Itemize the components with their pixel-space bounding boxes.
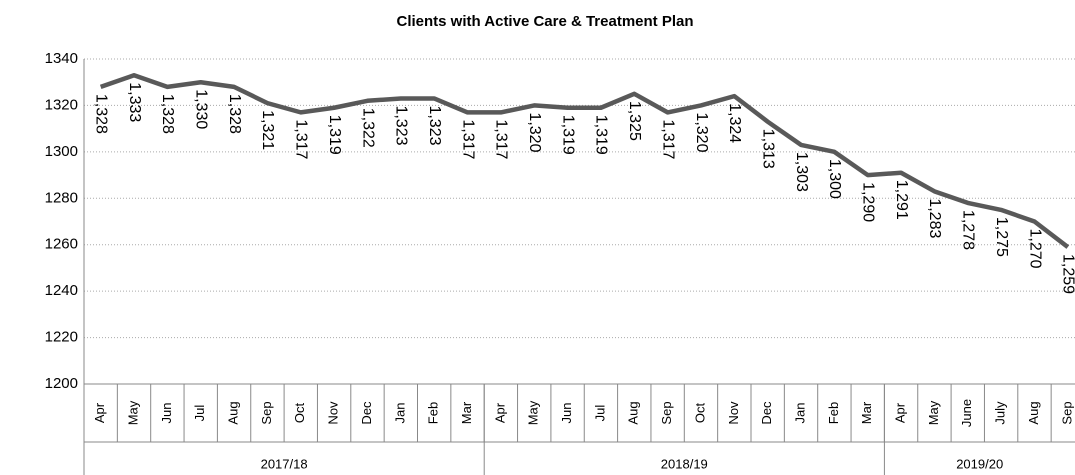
x-tick-label: Nov [326, 401, 341, 425]
x-tick-label: Jul [192, 405, 207, 422]
x-tick-label: Mar [459, 401, 474, 424]
y-tick-label: 1320 [45, 96, 78, 113]
data-label: 1,321 [259, 110, 276, 150]
x-tick-label: Aug [1026, 401, 1041, 424]
series-line [99, 73, 1070, 249]
x-tick-label: Apr [92, 402, 107, 423]
y-tick-label: 1280 [45, 189, 78, 206]
data-label: 1,300 [826, 159, 843, 199]
x-tick-label: Oct [292, 403, 307, 424]
data-label: 1,328 [92, 94, 109, 134]
x-tick-label: Sep [1059, 401, 1074, 424]
data-label: 1,328 [226, 94, 243, 134]
data-label: 1,324 [726, 103, 743, 143]
data-label: 1,320 [693, 112, 710, 152]
data-label: 1,325 [626, 101, 643, 141]
data-label: 1,303 [793, 152, 810, 192]
x-tick-label: Nov [726, 401, 741, 425]
y-tick-label: 1340 [45, 50, 78, 67]
x-tick-label: Dec [359, 401, 374, 425]
x-tick-label: Jun [159, 403, 174, 424]
x-tick-label: Sep [259, 401, 274, 424]
data-label: 1,319 [593, 115, 610, 155]
data-label: 1,323 [426, 105, 443, 145]
x-tick-label: Feb [426, 402, 441, 424]
x-tick-label: Feb [826, 402, 841, 424]
data-label: 1,283 [926, 198, 943, 238]
data-label: 1,278 [960, 210, 977, 250]
x-tick-label: Mar [859, 401, 874, 424]
x-tick-label: May [926, 400, 941, 425]
data-label: 1,291 [893, 180, 910, 220]
data-label: 1,270 [1026, 229, 1043, 269]
data-label: 1,317 [459, 119, 476, 159]
x-tick-label: Jul [592, 405, 607, 422]
x-tick-label: Aug [626, 401, 641, 424]
x-tick-label: May [125, 400, 140, 425]
x-tick-label: Apr [893, 402, 908, 423]
x-tick-label: Jan [392, 403, 407, 424]
data-label: 1,313 [759, 129, 776, 169]
x-tick-label: Oct [692, 403, 707, 424]
data-label: 1,317 [293, 119, 310, 159]
x-tick-label: Aug [226, 401, 241, 424]
data-label: 1,319 [326, 115, 343, 155]
x-tick-label: Jan [792, 403, 807, 424]
data-label: 1,290 [859, 182, 876, 222]
data-label: 1,323 [393, 105, 410, 145]
x-tick-label: Apr [492, 402, 507, 423]
data-label: 1,320 [526, 112, 543, 152]
data-label: 1,322 [359, 108, 376, 148]
chart-title: Clients with Active Care & Treatment Pla… [396, 13, 693, 30]
x-tick-label: July [993, 401, 1008, 425]
data-label: 1,317 [493, 119, 510, 159]
data-label: 1,328 [159, 94, 176, 134]
data-label: 1,259 [1060, 254, 1075, 294]
y-tick-label: 1260 [45, 236, 78, 253]
x-tick-label: Sep [659, 401, 674, 424]
data-label: 1,317 [659, 119, 676, 159]
data-label: 1,275 [993, 217, 1010, 257]
x-tick-label: Jun [559, 403, 574, 424]
x-tick-label: June [959, 399, 974, 427]
y-tick-label: 1200 [45, 375, 78, 392]
x-tick-label: Dec [759, 401, 774, 425]
group-label: 2019/20 [956, 456, 1003, 471]
data-label: 1,319 [559, 115, 576, 155]
y-tick-label: 1220 [45, 329, 78, 346]
data-label: 1,333 [126, 82, 143, 122]
group-label: 2018/19 [661, 456, 708, 471]
y-tick-label: 1300 [45, 143, 78, 160]
data-label: 1,330 [192, 89, 209, 129]
group-label: 2017/18 [261, 456, 308, 471]
x-tick-label: May [526, 400, 541, 425]
y-tick-label: 1240 [45, 282, 78, 299]
